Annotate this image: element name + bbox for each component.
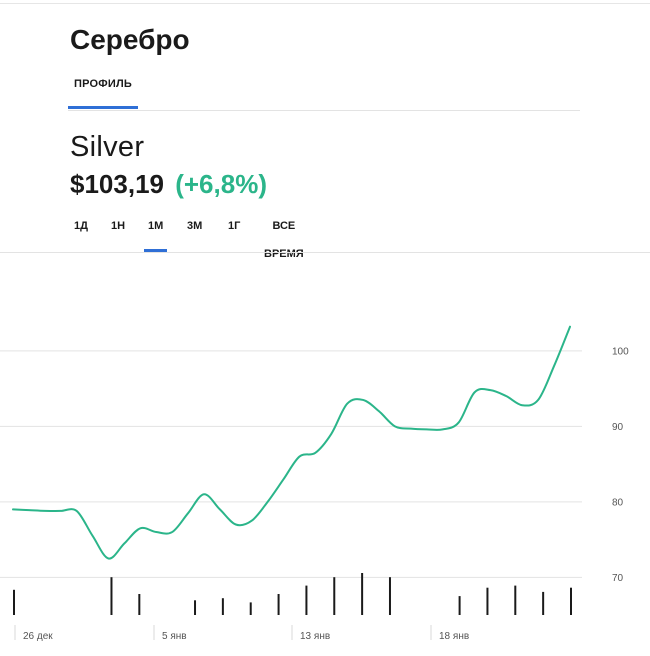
price-line (12, 325, 571, 560)
asset-name: Silver (70, 131, 145, 163)
y-tick-label: 90 (612, 422, 624, 433)
price-row: $103,19 (+6,8%) (70, 169, 267, 200)
period-1w[interactable]: 1Н (111, 220, 126, 232)
x-tick-label: 5 янв (162, 631, 187, 642)
y-tick-label: 100 (612, 346, 629, 357)
period-1m[interactable]: 1М (143, 212, 168, 252)
y-tick-label: 70 (612, 573, 624, 584)
x-tick-label: 18 янв (439, 631, 469, 642)
price-change: (+6,8%) (175, 169, 267, 199)
x-tick-label: 13 янв (300, 631, 330, 642)
page-title: Серебро (70, 24, 190, 55)
period-all-time[interactable]: ВСЕ ВРЕМЯ (264, 220, 304, 260)
period-1d[interactable]: 1Д (74, 220, 88, 232)
tab-profile[interactable]: ПРОФИЛЬ (68, 72, 138, 109)
period-3m[interactable]: 3М (187, 220, 203, 232)
period-1y[interactable]: 1Г (228, 220, 241, 232)
tab-bar: ПРОФИЛЬ (68, 72, 580, 111)
top-divider (0, 3, 650, 4)
current-price: $103,19 (70, 169, 164, 199)
x-tick-label: 26 дек (23, 631, 53, 642)
chart-top-divider (0, 252, 650, 253)
y-tick-label: 80 (612, 497, 624, 508)
